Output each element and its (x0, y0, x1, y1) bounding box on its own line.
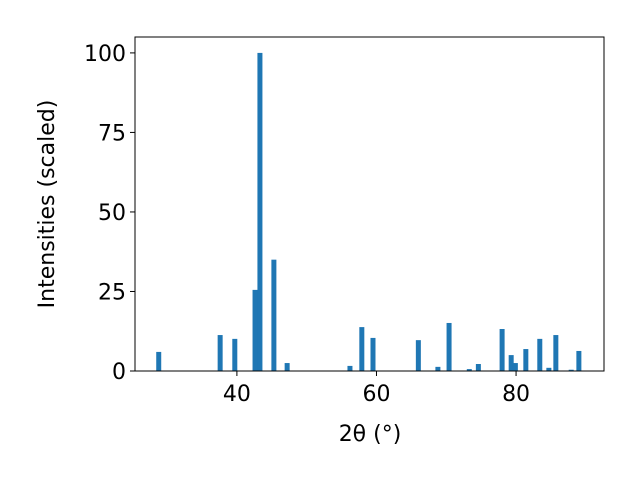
bar (546, 367, 552, 371)
bar (257, 52, 263, 372)
bar (347, 365, 353, 371)
y-tick-label: 75 (98, 121, 126, 146)
bar (271, 259, 277, 371)
bar (252, 289, 258, 371)
x-tick-label: 40 (223, 382, 251, 407)
y-tick-label: 50 (98, 201, 126, 226)
y-tick-label: 0 (112, 360, 126, 385)
bar (499, 329, 505, 371)
bar (156, 351, 162, 371)
bar (475, 364, 481, 371)
y-tick-label: 100 (84, 42, 126, 67)
y-tick-label: 25 (98, 280, 126, 305)
bar (537, 338, 543, 371)
bar (508, 355, 514, 371)
bar (232, 338, 238, 371)
axes-frame (134, 36, 605, 372)
bar (576, 350, 582, 371)
bar (415, 340, 421, 371)
bar (568, 369, 574, 371)
x-tick-label: 80 (502, 382, 530, 407)
bar (466, 369, 472, 371)
bar (435, 366, 441, 371)
bar (284, 363, 290, 371)
bar (523, 349, 529, 371)
bar (359, 327, 365, 371)
bar (370, 337, 376, 371)
bar (217, 335, 223, 371)
x-axis-label: 2θ (°) (339, 422, 402, 447)
y-axis-label: Intensities (scaled) (35, 100, 60, 309)
bar (553, 335, 559, 371)
bar (512, 363, 518, 371)
x-tick-label: 60 (362, 382, 390, 407)
bar (446, 322, 452, 371)
